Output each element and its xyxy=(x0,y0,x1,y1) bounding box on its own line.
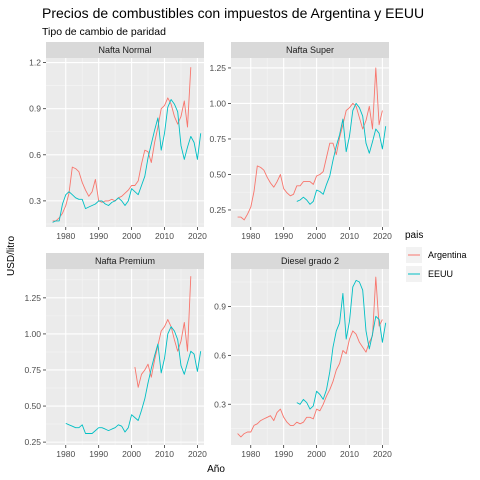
x-axis-label: Año xyxy=(207,464,225,475)
x-tick-label: 2010 xyxy=(340,231,359,241)
facet-strip-label: Diesel grado 2 xyxy=(281,256,339,266)
x-tick-label: 1990 xyxy=(274,449,293,459)
legend-item: EEUU xyxy=(406,266,453,282)
x-tick-label: 1980 xyxy=(56,231,75,241)
panel-0: Nafta Normal 0.3 0.6 0.9 1.2 1980 1990 2000 2010… xyxy=(29,42,207,241)
series-line-argentina xyxy=(134,276,192,388)
y-tick-label: 0.9 xyxy=(29,104,41,114)
panel-2: Nafta Premium 0.25 0.50 0.75 1.00 1.25 1980 199… xyxy=(24,253,207,459)
series-line-eeuu xyxy=(52,99,202,223)
series-line-argentina xyxy=(237,276,383,438)
panel-background xyxy=(231,58,389,227)
panel-background xyxy=(231,269,389,445)
y-tick-label: 0.3 xyxy=(214,399,226,409)
y-tick-label: 0.3 xyxy=(29,196,41,206)
facet-strip-label: Nafta Super xyxy=(286,45,334,55)
y-tick-label: 0.6 xyxy=(29,150,41,160)
y-tick-label: 1.25 xyxy=(24,293,41,303)
x-tick-label: 1980 xyxy=(241,231,260,241)
y-tick-label: 0.9 xyxy=(214,301,226,311)
facet-strip xyxy=(231,42,389,58)
y-tick-label: 1.00 xyxy=(24,329,41,339)
x-tick-label: 2020 xyxy=(188,231,207,241)
y-tick-label: 0.75 xyxy=(209,134,226,144)
x-tick-label: 2020 xyxy=(373,231,392,241)
x-tick-label: 2000 xyxy=(307,231,326,241)
chart-subtitle: Tipo de cambio de paridad xyxy=(42,26,166,38)
y-tick-label: 0.50 xyxy=(209,169,226,179)
facet-panels: Nafta Normal 0.3 0.6 0.9 1.2 1980 1990 2000 2010… xyxy=(24,42,392,459)
y-tick-label: 0.50 xyxy=(24,401,41,411)
y-axis-label: USD/litro xyxy=(6,236,17,276)
series-line-argentina xyxy=(52,67,192,222)
legend-label: EEUU xyxy=(428,269,453,279)
legend: pais Argentina EEUU xyxy=(405,230,467,282)
x-tick-label: 2000 xyxy=(122,449,141,459)
series-line-argentina xyxy=(237,67,383,221)
y-tick-label: 1.00 xyxy=(209,98,226,108)
panel-3: Diesel grado 2 0.3 0.6 0.9 1980 1990 2000 2010 2… xyxy=(214,253,392,459)
chart-title: Precios de combustibles con impuestos de… xyxy=(42,5,424,21)
y-tick-label: 0.25 xyxy=(24,437,41,447)
facet-strip xyxy=(46,253,204,269)
x-tick-label: 1980 xyxy=(56,449,75,459)
x-tick-label: 2020 xyxy=(373,449,392,459)
x-tick-label: 1990 xyxy=(89,231,108,241)
facet-strip-label: Nafta Normal xyxy=(98,45,151,55)
x-tick-label: 2000 xyxy=(307,449,326,459)
facet-strip xyxy=(46,42,204,58)
y-tick-label: 0.25 xyxy=(209,205,226,215)
x-tick-label: 2010 xyxy=(155,231,174,241)
x-tick-label: 2010 xyxy=(155,449,174,459)
panel-background xyxy=(46,58,204,227)
panel-1: Nafta Super 0.25 0.50 0.75 1.00 1.25 1980 1990 2… xyxy=(209,42,392,241)
x-tick-label: 1990 xyxy=(89,449,108,459)
x-tick-label: 2000 xyxy=(122,231,141,241)
x-tick-label: 1990 xyxy=(274,231,293,241)
y-tick-label: 1.2 xyxy=(29,58,41,68)
x-tick-label: 2020 xyxy=(188,449,207,459)
x-tick-label: 1980 xyxy=(241,449,260,459)
legend-item: Argentina xyxy=(406,247,467,263)
series-line-eeuu xyxy=(65,326,202,434)
y-tick-label: 0.6 xyxy=(214,350,226,360)
x-tick-label: 2010 xyxy=(340,449,359,459)
legend-title: pais xyxy=(405,230,423,241)
y-tick-label: 0.75 xyxy=(24,365,41,375)
legend-label: Argentina xyxy=(428,250,467,260)
series-line-eeuu xyxy=(296,102,387,205)
facet-strip-label: Nafta Premium xyxy=(95,256,155,266)
facet-strip xyxy=(231,253,389,269)
y-tick-label: 1.25 xyxy=(209,63,226,73)
series-line-eeuu xyxy=(296,279,387,410)
